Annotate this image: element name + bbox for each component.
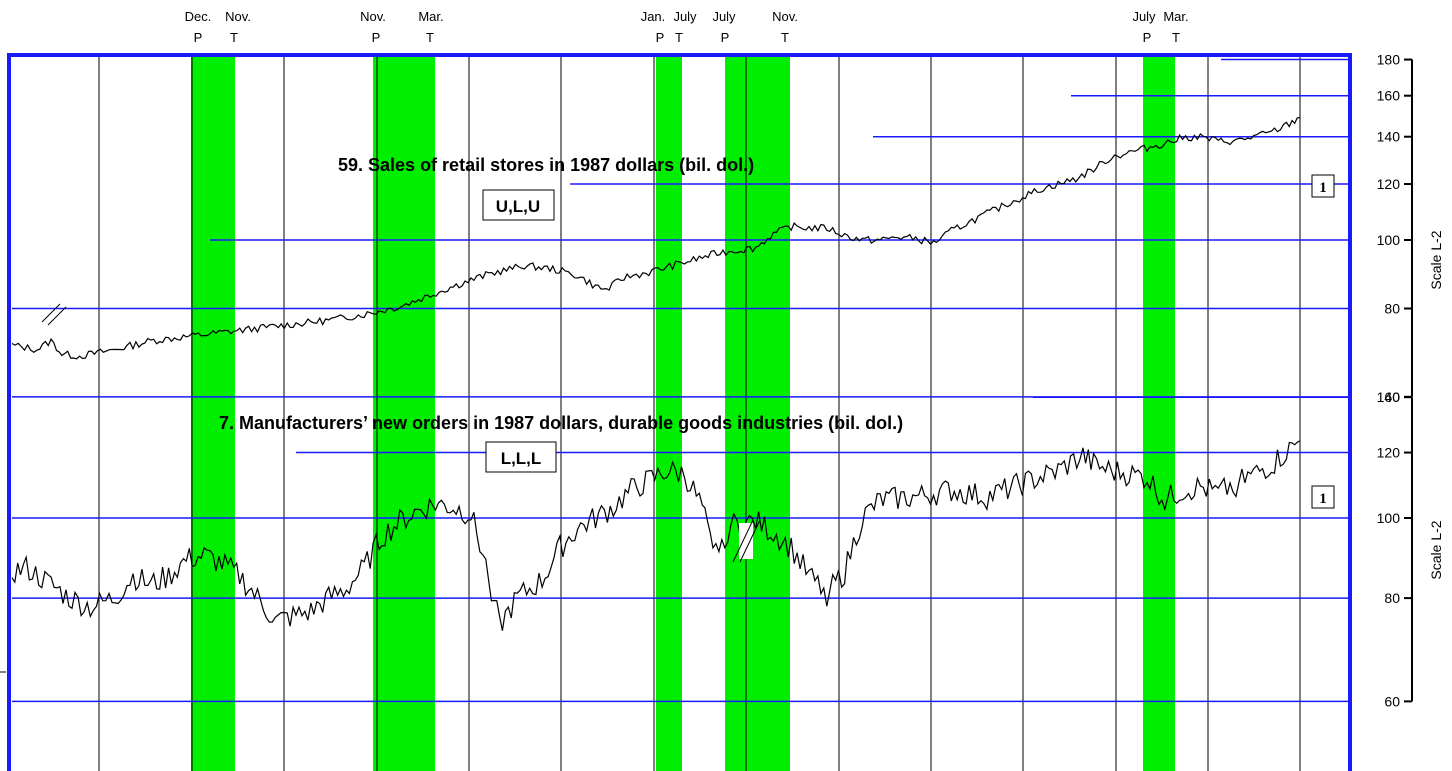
tick-label-120: 120 bbox=[1377, 176, 1401, 192]
note-marker-59: 1 bbox=[1311, 174, 1335, 198]
code-label-4: T bbox=[426, 30, 434, 45]
code-label-7: P bbox=[721, 30, 730, 45]
tick-label-80: 80 bbox=[1384, 590, 1400, 606]
timing-code-box-59: U,L,U bbox=[482, 189, 555, 221]
date-label-4: Mar. bbox=[418, 9, 443, 24]
tick-label-180: 180 bbox=[1377, 52, 1401, 68]
series-7-title: 7. Manufacturers’ new orders in 1987 dol… bbox=[219, 413, 903, 433]
series-line-durable-orders bbox=[11, 440, 1301, 631]
timing-code-7: L,L,L bbox=[501, 449, 542, 468]
svg-text:1: 1 bbox=[1319, 491, 1327, 507]
vertical-gridlines bbox=[98, 57, 1301, 771]
recession-band-1 bbox=[191, 57, 235, 771]
date-label-8: Nov. bbox=[772, 9, 798, 24]
right-axis-7: 60 80 100 120 140 bbox=[1377, 389, 1413, 709]
recession-band-4 bbox=[725, 57, 790, 771]
series-line-retail-sales bbox=[11, 117, 1301, 360]
code-label-10: T bbox=[1172, 30, 1180, 45]
scale-label-59: Scale L-2 bbox=[1428, 230, 1444, 289]
tick-label-60: 60 bbox=[1384, 389, 1400, 405]
timing-code-box-7: L,L,L bbox=[485, 441, 557, 473]
date-label-9: July bbox=[1132, 9, 1156, 24]
date-label-6: July bbox=[673, 9, 697, 24]
tick-label-100: 100 bbox=[1377, 510, 1401, 526]
code-label-5: P bbox=[656, 30, 665, 45]
tick-label-160: 160 bbox=[1377, 88, 1401, 104]
date-label-10: Mar. bbox=[1163, 9, 1188, 24]
code-label-3: P bbox=[372, 30, 381, 45]
code-label-1: P bbox=[194, 30, 203, 45]
chart-frame bbox=[7, 53, 1352, 771]
date-label-1: Dec. bbox=[185, 9, 212, 24]
series-59-title: 59. Sales of retail stores in 1987 dolla… bbox=[338, 155, 754, 175]
tick-label-60: 60 bbox=[1384, 693, 1400, 709]
recession-bands bbox=[191, 57, 1175, 771]
tick-label-100: 100 bbox=[1377, 232, 1401, 248]
svg-text:1: 1 bbox=[1319, 180, 1327, 196]
code-label-9: P bbox=[1143, 30, 1152, 45]
series-break-mark-orders bbox=[732, 519, 761, 563]
recession-band-3 bbox=[656, 57, 682, 771]
recession-band-2 bbox=[373, 57, 435, 771]
tick-label-140: 140 bbox=[1377, 389, 1401, 405]
series-break-mark-retail bbox=[41, 303, 67, 326]
code-label-2: T bbox=[230, 30, 238, 45]
date-label-7: July bbox=[712, 9, 736, 24]
tick-label-80: 80 bbox=[1384, 301, 1400, 317]
date-label-5: Jan. bbox=[641, 9, 666, 24]
code-label-8: T bbox=[781, 30, 789, 45]
tick-label-120: 120 bbox=[1377, 445, 1401, 461]
code-label-6: T bbox=[675, 30, 683, 45]
date-label-2: Nov. bbox=[225, 9, 251, 24]
right-axis-59: 60 80 100 120 140 160 180 bbox=[1377, 52, 1413, 405]
scale-label-7: Scale L-2 bbox=[1428, 520, 1444, 579]
date-label-3: Nov. bbox=[360, 9, 386, 24]
tick-label-140: 140 bbox=[1377, 129, 1401, 145]
recession-date-labels: Dec. P Nov. T Nov. P Mar. T Jan. P July … bbox=[185, 9, 1189, 45]
horizontal-gridlines bbox=[12, 58, 1350, 703]
note-marker-7: 1 bbox=[1311, 485, 1335, 509]
timing-code-59: U,L,U bbox=[496, 197, 540, 216]
recession-band-5 bbox=[1143, 57, 1175, 771]
